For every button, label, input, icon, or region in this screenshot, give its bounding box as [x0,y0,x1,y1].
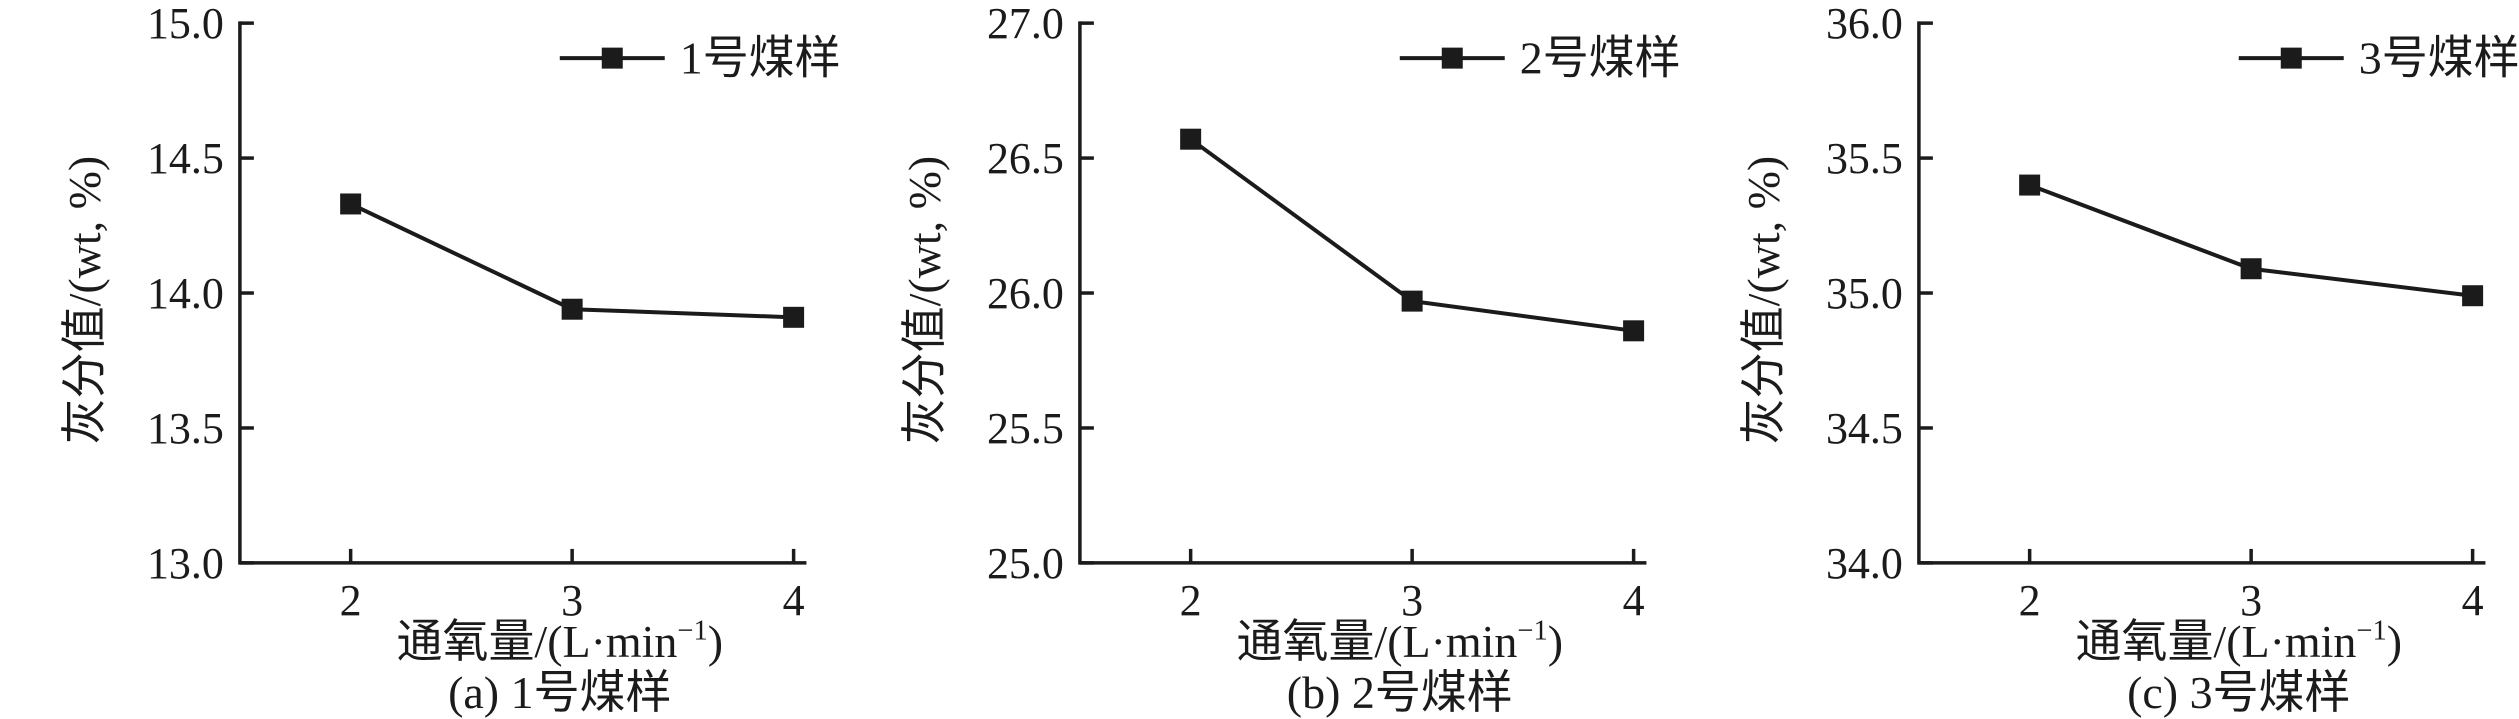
y-axis-label: 灰分值/(wt, %) [1738,156,1789,445]
x-axis-tick-label: 3 [2240,576,2262,625]
chart-b-svg: 25.0 25.5 26.0 26.5 27.0 2 3 4 2号煤样通氧量/(L·min−1)… [899,0,1680,718]
y-axis-tick-label: 34.5 [1826,404,1903,453]
x-axis-tick-label: 3 [1401,576,1423,625]
x-axis-label: 通氧量/(L·min−1) [2076,615,2403,666]
y-axis-tick-label: 14.5 [147,134,224,183]
data-point-marker [1622,320,1644,342]
y-axis-tick-label: 26.5 [987,134,1064,183]
y-axis-tick-label: 34.0 [1826,539,1903,588]
legend-label: 3号煤样 [2359,33,2519,84]
subplot-c: 34.0 34.5 35.0 35.5 36.0 2 3 4 3号煤样通氧量/(L·min−1)… [1679,0,2519,719]
axis-spines [1917,21,2486,565]
chart-a-svg: 13.0 13.5 14.0 14.5 15.0 2 3 4 1号煤样通氧量/(L·min−1)… [59,0,840,718]
y-axis-tick-label: 13.5 [147,404,224,453]
legend-marker [2281,47,2303,69]
y-axis-tick-label: 35.5 [1826,134,1903,183]
data-point-marker [2019,174,2041,196]
caption: (b) 2号煤样 [1286,667,1512,718]
chart-c-svg: 34.0 34.5 35.0 35.5 36.0 2 3 4 3号煤样通氧量/(L·min−1)… [1738,0,2519,718]
y-axis-tick-label: 13.0 [147,539,224,588]
data-point-marker [2462,285,2484,307]
subplot-b: 25.0 25.5 26.0 26.5 27.0 2 3 4 2号煤样通氧量/(L·min−1)… [840,0,1680,719]
y-axis-tick-label: 35.0 [1826,269,1903,318]
data-point-marker [783,306,805,328]
axis-spines [1077,21,1647,565]
data-point-marker [2240,258,2262,280]
y-axis-tick-label: 25.5 [987,404,1064,453]
x-axis-tick-label: 2 [340,576,362,625]
x-axis-tick-label: 2 [1179,576,1201,625]
caption: (a) 1号煤样 [448,667,671,718]
y-axis-tick-label: 15.0 [147,0,224,48]
y-axis-tick-label: 14.0 [147,269,224,318]
caption: (c) 3号煤样 [2127,667,2350,718]
data-point-marker [1179,128,1201,150]
x-axis-tick-label: 3 [561,576,583,625]
y-axis-tick-label: 27.0 [987,0,1064,48]
data-point-marker [561,298,583,320]
subplot-a: 13.0 13.5 14.0 14.5 15.0 2 3 4 1号煤样通氧量/(L·min−1)… [0,0,840,719]
x-axis-tick-label: 4 [783,576,805,625]
legend-label: 1号煤样 [680,33,840,84]
legend-marker [601,47,623,69]
x-axis-tick-label: 4 [1622,576,1644,625]
legend-marker [1441,47,1463,69]
data-point-marker [1401,290,1423,312]
y-axis-label: 灰分值/(wt, %) [59,156,110,445]
legend-label: 2号煤样 [1519,33,1679,84]
data-point-marker [340,193,362,215]
y-axis-label: 灰分值/(wt, %) [899,156,950,445]
x-axis-label: 通氧量/(L·min−1) [397,615,724,666]
y-axis-tick-label: 36.0 [1826,0,1903,48]
axis-spines [238,21,807,565]
x-axis-tick-label: 4 [2462,576,2484,625]
y-axis-tick-label: 26.0 [987,269,1064,318]
x-axis-tick-label: 2 [2019,576,2041,625]
y-axis-tick-label: 25.0 [987,539,1064,588]
x-axis-label: 通氧量/(L·min−1) [1236,615,1563,666]
